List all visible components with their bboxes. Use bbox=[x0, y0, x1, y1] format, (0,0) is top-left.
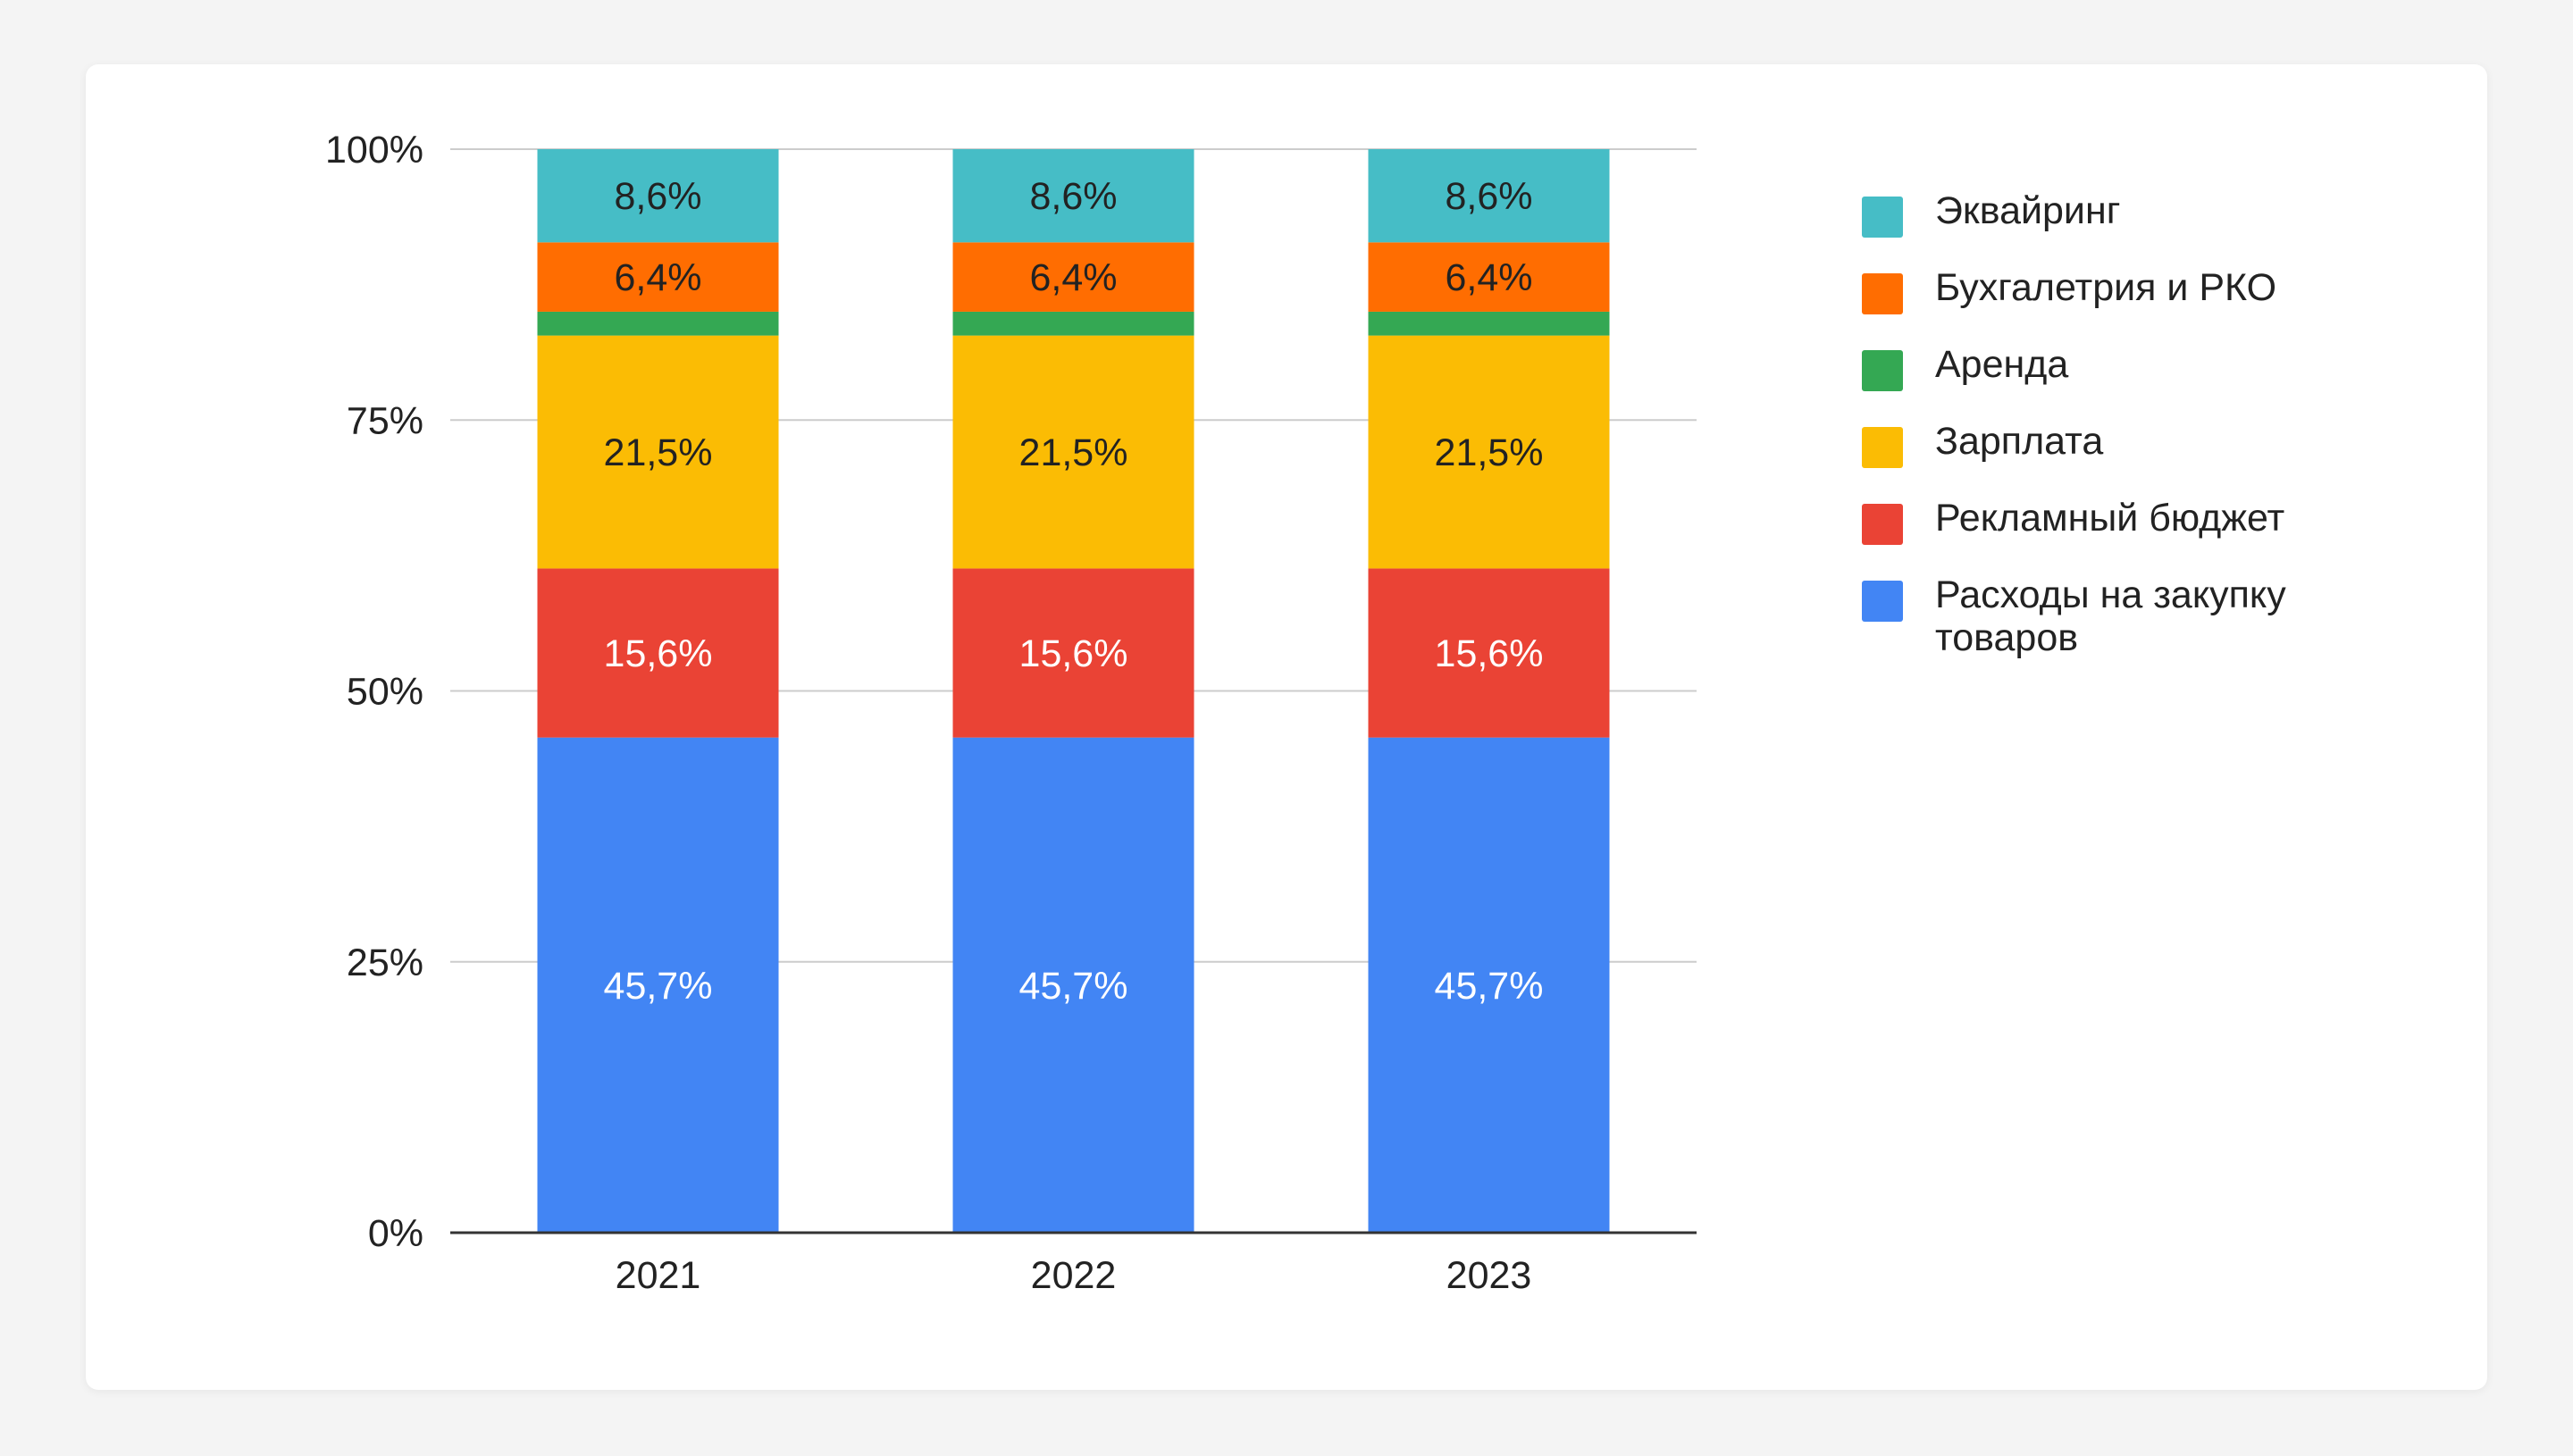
data-label: 6,4% bbox=[1445, 256, 1532, 299]
stacked-bar-chart: 0% 25% 50% 75% 100% 45,7% 15,6% 21,5% 6,4% 8,6% 20… bbox=[325, 129, 1697, 1297]
data-label: 21,5% bbox=[1019, 431, 1128, 474]
data-label: 45,7% bbox=[1435, 965, 1544, 1008]
bar-segment bbox=[952, 335, 1194, 569]
legend-swatch bbox=[1862, 581, 1903, 622]
legend-item: Аренда bbox=[1862, 343, 2487, 420]
bar-segment bbox=[1368, 242, 1610, 312]
legend-label: Эквайринг bbox=[1935, 189, 2121, 232]
bar-segment bbox=[952, 149, 1194, 243]
y-tick-label: 100% bbox=[325, 129, 423, 172]
legend-swatch bbox=[1862, 273, 1903, 314]
legend-item: Зарплата bbox=[1862, 420, 2487, 497]
legend-swatch bbox=[1862, 350, 1903, 391]
x-tick-label: 2022 bbox=[1031, 1254, 1117, 1297]
bar-segment bbox=[1368, 335, 1610, 569]
data-label: 15,6% bbox=[1019, 632, 1128, 675]
data-label: 21,5% bbox=[604, 431, 713, 474]
bar-segment bbox=[537, 568, 779, 738]
legend-label: Аренда bbox=[1935, 343, 2069, 386]
legend-label: Зарплата bbox=[1935, 420, 2104, 463]
chart-legend: Эквайринг Бухгалетрия и РКО Аренда Зарплата… bbox=[1862, 189, 2487, 659]
bar-segment bbox=[1368, 149, 1610, 243]
x-tick-label: 2021 bbox=[616, 1254, 701, 1297]
legend-swatch bbox=[1862, 427, 1903, 468]
bar-segment bbox=[537, 311, 779, 336]
data-label: 8,6% bbox=[1029, 175, 1117, 218]
y-tick-label: 0% bbox=[368, 1212, 423, 1255]
bar-segment bbox=[537, 242, 779, 312]
data-label: 6,4% bbox=[614, 256, 701, 299]
bar-segment bbox=[1368, 311, 1610, 336]
y-tick-label: 75% bbox=[347, 399, 423, 442]
legend-item: Бухгалетрия и РКО bbox=[1862, 266, 2487, 343]
legend-label: Бухгалетрия и РКО bbox=[1935, 266, 2277, 309]
bar-segment bbox=[537, 149, 779, 243]
y-tick-label: 25% bbox=[347, 941, 423, 984]
bar-segment bbox=[1368, 737, 1610, 1233]
bar-segment bbox=[537, 335, 779, 569]
legend-item: Эквайринг bbox=[1862, 189, 2487, 266]
data-label: 15,6% bbox=[604, 632, 713, 675]
data-label: 8,6% bbox=[1445, 175, 1532, 218]
legend-swatch bbox=[1862, 197, 1903, 238]
data-label: 45,7% bbox=[604, 965, 713, 1008]
bar-segment bbox=[537, 737, 779, 1233]
data-label: 15,6% bbox=[1435, 632, 1544, 675]
legend-item: Рекламный бюджет bbox=[1862, 497, 2487, 573]
bar-segment bbox=[952, 311, 1194, 336]
data-label: 45,7% bbox=[1019, 965, 1128, 1008]
data-label: 8,6% bbox=[614, 175, 701, 218]
bar-segment bbox=[952, 737, 1194, 1233]
data-label: 21,5% bbox=[1435, 431, 1544, 474]
bar-segment bbox=[1368, 568, 1610, 738]
x-tick-label: 2023 bbox=[1446, 1254, 1532, 1297]
data-label: 6,4% bbox=[1029, 256, 1117, 299]
bar-segment bbox=[952, 568, 1194, 738]
y-tick-label: 50% bbox=[347, 671, 423, 714]
legend-swatch bbox=[1862, 504, 1903, 545]
legend-label: Расходы на закупку товаров bbox=[1935, 573, 2286, 659]
chart-card: 0% 25% 50% 75% 100% 45,7% 15,6% 21,5% 6,4% 8,6% 20… bbox=[86, 64, 2487, 1390]
legend-label: Рекламный бюджет bbox=[1935, 497, 2285, 540]
bar-segment bbox=[952, 242, 1194, 312]
legend-item: Расходы на закупку товаров bbox=[1862, 573, 2487, 659]
